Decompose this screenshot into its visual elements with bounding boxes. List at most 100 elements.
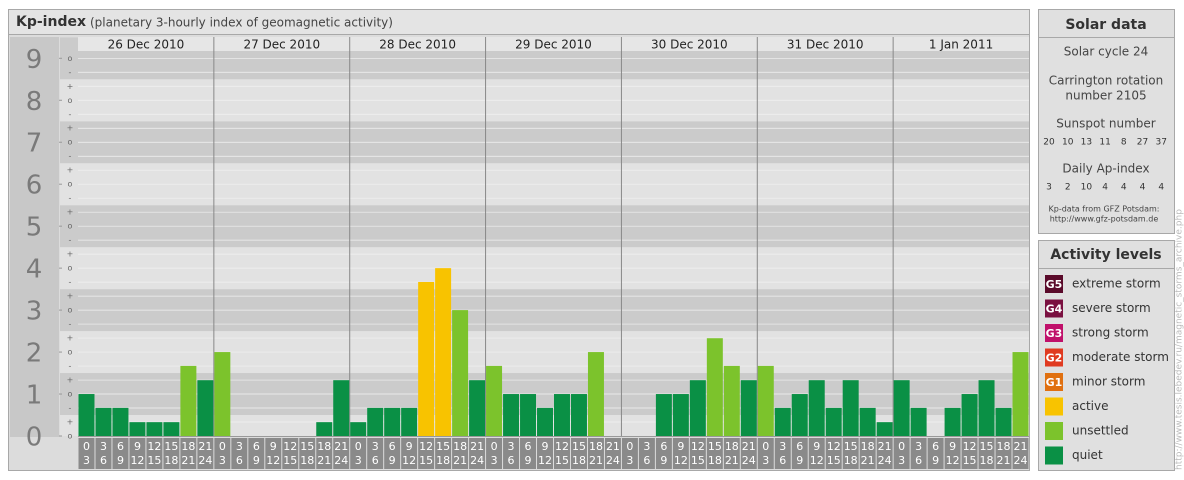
sub-level-label: + bbox=[67, 376, 74, 385]
day-label: 28 Dec 2010 bbox=[379, 38, 456, 52]
hour-cell bbox=[316, 438, 333, 469]
hour-start: 15 bbox=[572, 440, 586, 453]
hour-end: 21 bbox=[453, 454, 467, 467]
hour-start: 6 bbox=[932, 440, 939, 453]
kp-bar bbox=[350, 422, 367, 436]
hour-end: 18 bbox=[980, 454, 994, 467]
hour-cell bbox=[876, 438, 893, 469]
sub-level-label: - bbox=[69, 110, 72, 119]
hour-cell bbox=[944, 438, 961, 469]
hour-end: 18 bbox=[300, 454, 314, 467]
hour-cell bbox=[554, 438, 570, 469]
hour-end: 18 bbox=[708, 454, 722, 467]
hour-start: 0 bbox=[762, 440, 769, 453]
hour-end: 3 bbox=[219, 454, 226, 467]
sub-level-label: o bbox=[68, 390, 73, 399]
carrington-line: Carrington rotation bbox=[1049, 74, 1163, 88]
legend-label: active bbox=[1072, 399, 1108, 413]
legend-swatch bbox=[1045, 373, 1063, 391]
hour-start: 15 bbox=[436, 440, 450, 453]
hour-end: 15 bbox=[827, 454, 841, 467]
hour-start: 21 bbox=[606, 440, 620, 453]
kp-bar bbox=[486, 365, 503, 436]
y-tick-label: 6 bbox=[26, 171, 43, 201]
hour-cell bbox=[282, 438, 299, 469]
hour-cell bbox=[910, 438, 927, 469]
sunspot-value: 13 bbox=[1081, 138, 1092, 148]
kp-bar bbox=[367, 407, 384, 436]
kp-bar bbox=[95, 407, 112, 436]
hour-cell bbox=[265, 438, 282, 469]
sunspot-value: 37 bbox=[1155, 138, 1166, 148]
legend-label: severe storm bbox=[1072, 301, 1151, 315]
kp-bar bbox=[995, 407, 1012, 436]
hour-cell bbox=[537, 438, 553, 469]
legend-label: extreme storm bbox=[1072, 277, 1161, 291]
kp-digit-column bbox=[10, 37, 59, 437]
kp-bar bbox=[876, 422, 893, 436]
sunspot-value: 11 bbox=[1099, 138, 1110, 148]
hour-start: 18 bbox=[589, 440, 603, 453]
carrington-line: number 2105 bbox=[1065, 89, 1146, 103]
hour-start: 0 bbox=[83, 440, 90, 453]
hour-start: 0 bbox=[626, 440, 633, 453]
hour-cell bbox=[587, 438, 604, 469]
hour-end: 12 bbox=[538, 454, 552, 467]
hour-cell bbox=[299, 438, 316, 469]
ap-value: 3 bbox=[1046, 183, 1052, 193]
hour-start: 12 bbox=[419, 440, 433, 453]
hour-end: 24 bbox=[1014, 454, 1028, 467]
kp-bar bbox=[672, 394, 689, 436]
hour-cell bbox=[401, 438, 418, 469]
sub-level-label: + bbox=[67, 124, 74, 133]
sunspot-value: 10 bbox=[1062, 138, 1074, 148]
hour-cell bbox=[486, 438, 503, 469]
source-text: Kp-data from GFZ Potsdam: bbox=[1049, 205, 1160, 214]
hour-start: 12 bbox=[555, 440, 569, 453]
day-header bbox=[78, 37, 1029, 51]
y-tick-label: 2 bbox=[26, 339, 43, 369]
hour-end: 24 bbox=[470, 454, 484, 467]
kp-bar bbox=[1012, 352, 1029, 436]
hour-end: 18 bbox=[572, 454, 586, 467]
hour-end: 9 bbox=[796, 454, 803, 467]
kp-bar bbox=[757, 365, 774, 436]
hour-cell bbox=[927, 438, 944, 469]
hour-start: 0 bbox=[219, 440, 226, 453]
legend-badge: G5 bbox=[1046, 278, 1063, 291]
hour-start: 12 bbox=[147, 440, 161, 453]
kp-bar bbox=[978, 380, 995, 436]
hour-start: 6 bbox=[117, 440, 124, 453]
hour-cell bbox=[146, 438, 163, 469]
hour-start: 3 bbox=[100, 440, 107, 453]
hour-cell bbox=[774, 438, 791, 469]
hour-cell bbox=[350, 438, 367, 469]
hour-start: 18 bbox=[453, 440, 467, 453]
sunspot-value: 27 bbox=[1137, 138, 1148, 148]
kp-bar bbox=[689, 380, 706, 436]
kp-bar bbox=[214, 352, 231, 436]
kp-bar bbox=[910, 407, 927, 436]
kp-bar bbox=[146, 422, 163, 436]
hour-start: 3 bbox=[236, 440, 243, 453]
kp-bar bbox=[944, 407, 961, 436]
hour-end: 21 bbox=[861, 454, 875, 467]
legend-badge: G1 bbox=[1046, 376, 1063, 389]
hour-cell bbox=[435, 438, 452, 469]
ap-value: 10 bbox=[1081, 183, 1093, 193]
hour-cell bbox=[180, 438, 197, 469]
hour-end: 15 bbox=[419, 454, 433, 467]
legend-swatch bbox=[1045, 348, 1063, 367]
hour-cell bbox=[469, 438, 486, 469]
hour-start: 3 bbox=[508, 440, 515, 453]
source-url: http://www.gfz-potsdam.de bbox=[1050, 215, 1159, 224]
kp-bar bbox=[418, 281, 435, 436]
hour-start: 6 bbox=[525, 440, 532, 453]
hour-cell bbox=[520, 438, 537, 469]
ap-value: 4 bbox=[1158, 183, 1164, 193]
kp-bar bbox=[520, 394, 537, 436]
legend-title: Activity levels bbox=[1050, 247, 1161, 263]
kp-bar bbox=[452, 310, 469, 436]
ap-value: 4 bbox=[1121, 183, 1127, 193]
hour-cell bbox=[384, 438, 401, 469]
